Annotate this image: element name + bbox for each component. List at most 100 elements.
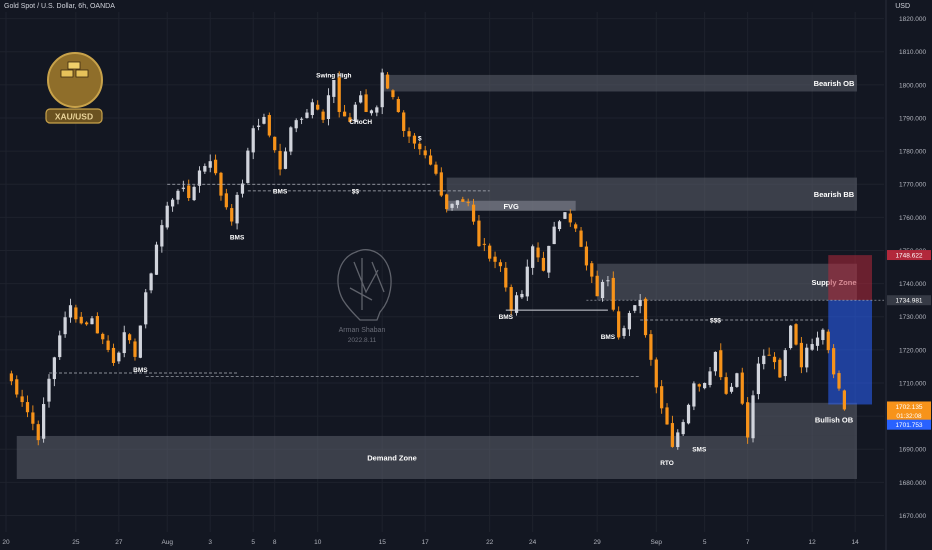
watermark: Arman Shaban 2022.8.11 [337,249,392,344]
candle-body [391,90,395,98]
candle-body [756,363,761,395]
candle-body [423,150,427,156]
candle-body [375,107,379,113]
candle-body [719,350,723,378]
x-tick-label: 24 [529,539,537,546]
candle-body [111,347,116,363]
candle-body [455,200,460,205]
candle-body [579,230,583,247]
x-tick-label: 8 [273,539,277,546]
candle-body [342,111,347,117]
x-tick-label: 15 [379,539,387,546]
candle-body [52,357,56,380]
annotation-label: $$$ [710,318,721,325]
x-axis[interactable]: 20 25 27 Aug 3 5 8 10 15 17 22 24 29 Sep 5 7 12 14 [2,539,859,546]
candle-body [154,244,159,275]
candle-body [316,104,320,110]
zone-rect [747,402,857,436]
annotations: Swing High CHoCH $ BMS BMS $$ BMS BMS BMS $$$ SMS R… [48,72,823,467]
candle-body [611,277,615,310]
candle-body [20,396,24,403]
price-label-text: 1734.981 [895,298,922,305]
zone-rect [16,435,857,480]
logo-badge-text: XAU/USD [55,112,93,122]
candle-body [310,102,314,116]
candle-body [369,110,374,114]
candle-body [590,263,594,277]
candle-body [160,225,164,247]
stop-loss-box [828,255,872,301]
candle-body [42,404,46,439]
candle-body [58,335,62,358]
x-tick-label: 27 [115,539,123,546]
candle-body [353,104,357,122]
annotation-label: $$ [352,188,360,195]
candle-body [842,390,846,410]
candle-body [660,386,664,409]
candle-body [665,407,669,425]
candle-body [772,356,777,363]
candle-body [703,382,707,389]
candle-body [531,246,535,268]
annotation-label: BMS [133,367,148,374]
x-tick-label: 3 [208,539,212,546]
candle-body [740,372,744,404]
brain-icon [337,249,392,321]
candle-body [520,293,524,298]
x-tick-label: Aug [161,539,173,546]
candle-body [525,266,529,297]
candle-body [385,74,390,89]
y-tick-label: 1760.000 [899,215,926,222]
annotation-label: RTO [660,460,674,467]
candle-body [299,118,304,120]
candle-body [337,77,341,112]
candle-body [246,150,250,183]
candle-body [434,164,438,174]
y-tick-label: 1690.000 [899,447,926,454]
candle-body [219,172,223,196]
candle-body [794,324,798,345]
candle-body [138,325,142,358]
candle-body [144,292,148,325]
candle-body [767,354,771,356]
candle-body [697,384,701,387]
price-labels: 1748.622 1734.981 1702.135 01:32:08 1701.753 [887,250,931,430]
candle-body [418,143,422,150]
trade-setup [586,255,884,405]
candle-body [643,298,648,336]
candle-body [595,275,599,297]
candle-body [681,422,685,435]
price-label-text: 1702.135 [895,404,922,411]
candle-body [815,337,820,346]
candle-body [654,359,658,388]
candle-body [256,125,261,127]
x-tick-label: 10 [314,539,322,546]
candle-body [477,220,481,247]
watermark-date: 2022.8.11 [348,337,377,344]
candle-body [584,246,589,266]
candle-body [633,305,637,311]
candle-body [627,313,632,330]
candle-body [686,404,691,424]
candle-body [181,187,185,189]
candle-body [450,203,454,208]
annotation-label: SMS [692,447,707,454]
candle-body [85,322,89,325]
x-tick-label: 5 [251,539,255,546]
candle-body [106,340,110,350]
zone-label: Bullish OB [815,415,854,424]
candle-body [321,111,325,120]
candle-body [805,347,809,368]
annotation-label: BMS [601,334,616,341]
candle-body [326,95,331,119]
candle-body [504,267,508,288]
y-axis[interactable]: 1670.0001680.0001690.0001700.0001710.000… [899,16,926,520]
candle-body [213,159,218,174]
candle-body [493,256,497,262]
candle-body [251,128,255,153]
zone-label: FVG [503,202,519,211]
candle-body [428,155,433,165]
candle-body [15,379,19,395]
